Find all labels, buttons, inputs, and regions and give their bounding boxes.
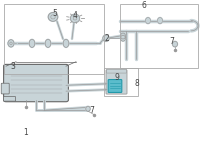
Ellipse shape xyxy=(172,41,178,47)
FancyBboxPatch shape xyxy=(108,80,122,92)
FancyBboxPatch shape xyxy=(1,83,9,94)
FancyBboxPatch shape xyxy=(107,69,126,73)
Ellipse shape xyxy=(103,35,109,41)
FancyBboxPatch shape xyxy=(106,70,127,94)
Text: 2: 2 xyxy=(105,34,109,44)
Text: 6: 6 xyxy=(142,1,146,10)
Ellipse shape xyxy=(120,35,126,41)
Text: 3: 3 xyxy=(11,62,15,71)
Ellipse shape xyxy=(146,17,151,24)
Ellipse shape xyxy=(120,33,126,39)
Text: 5: 5 xyxy=(53,9,57,19)
Ellipse shape xyxy=(8,40,14,47)
Text: 8: 8 xyxy=(135,78,139,88)
Text: 1: 1 xyxy=(24,128,28,137)
Text: 4: 4 xyxy=(73,11,77,20)
Text: 9: 9 xyxy=(115,73,119,82)
Text: 7: 7 xyxy=(170,37,174,46)
FancyBboxPatch shape xyxy=(4,64,68,102)
Ellipse shape xyxy=(70,14,80,23)
Ellipse shape xyxy=(29,39,35,47)
Ellipse shape xyxy=(158,17,162,24)
Ellipse shape xyxy=(48,12,58,21)
Ellipse shape xyxy=(86,106,90,111)
Ellipse shape xyxy=(45,39,51,47)
Ellipse shape xyxy=(63,39,69,47)
Text: 7: 7 xyxy=(90,106,94,116)
FancyBboxPatch shape xyxy=(3,97,16,101)
